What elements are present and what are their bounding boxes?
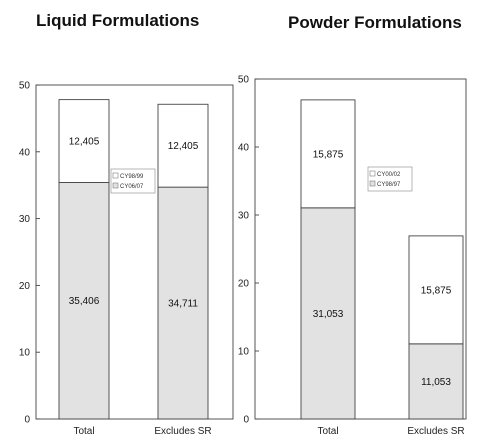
legend-label-powder-2: CY98/97 [377, 182, 401, 188]
legend-label-liquid-1: CY98/99 [120, 174, 144, 180]
data-label-liquid-1-series-1: 35,406 [69, 296, 100, 307]
legend-swatch-powder-1 [369, 170, 376, 177]
bar-powder-1-series-1 [300, 207, 356, 420]
y-tick-label-liquid-10: 10 [19, 348, 31, 359]
y-tick-label-powder-40: 40 [238, 143, 250, 154]
x-tick-label-liquid-2: Excludes SR [154, 426, 211, 437]
y-tick-label-powder-0: 0 [243, 415, 249, 426]
y-tick-label-liquid-30: 30 [19, 214, 31, 225]
legend-powder [367, 166, 413, 192]
chart-title-liquid: Liquid Formulations [36, 11, 199, 30]
y-tick-label-powder-30: 30 [238, 211, 250, 222]
data-label-powder-2-series-2: 15,875 [421, 285, 452, 296]
legend-swatch-liquid-2 [112, 182, 119, 189]
data-label-powder-2-series-1: 11,053 [421, 377, 451, 388]
plot-area-liquid [35, 84, 234, 420]
legend-label-powder-1: CY00/02 [377, 172, 401, 178]
y-tick-label-powder-10: 10 [238, 347, 250, 358]
data-label-liquid-2-series-1: 34,711 [168, 299, 198, 310]
x-tick-label-powder-2: Excludes SR [407, 426, 464, 437]
bar-powder-1-series-2 [300, 99, 356, 209]
bar-liquid-2-series-1 [157, 186, 209, 420]
y-tick-label-liquid-50: 50 [19, 81, 31, 92]
x-tick-label-liquid-1: Total [73, 426, 94, 437]
y-tick-label-liquid-40: 40 [19, 147, 31, 158]
bar-powder-2-series-2 [408, 235, 464, 345]
y-tick-label-liquid-20: 20 [19, 281, 31, 292]
legend-swatch-powder-2 [369, 180, 376, 187]
data-label-liquid-2-series-2: 12,405 [168, 141, 199, 152]
chart-title-powder: Powder Formulations [288, 13, 462, 32]
plot-area-powder [254, 78, 467, 420]
y-tick-label-liquid-0: 0 [24, 415, 30, 426]
bar-powder-2-series-1 [408, 343, 464, 420]
x-tick-label-powder-1: Total [317, 426, 338, 437]
legend-liquid [110, 168, 156, 194]
legend-label-liquid-2: CY06/07 [120, 184, 144, 190]
bar-liquid-1-series-2 [58, 99, 110, 183]
data-label-powder-1-series-1: 31,053 [313, 309, 344, 320]
data-label-powder-1-series-2: 15,875 [313, 149, 344, 160]
y-tick-label-powder-20: 20 [238, 279, 250, 290]
data-label-liquid-1-series-2: 12,405 [69, 137, 100, 148]
bar-liquid-2-series-2 [157, 103, 209, 188]
legend-swatch-liquid-1 [112, 172, 119, 179]
y-tick-label-powder-50: 50 [238, 75, 250, 86]
